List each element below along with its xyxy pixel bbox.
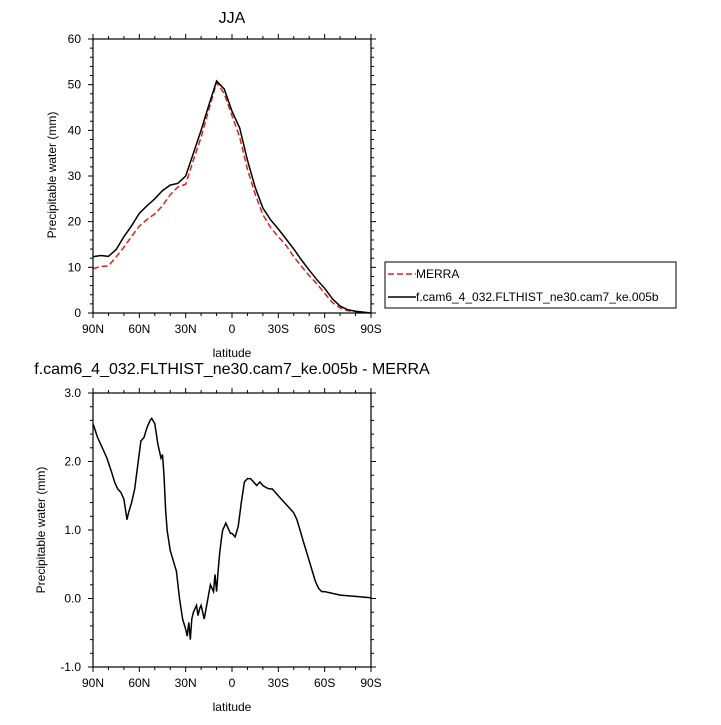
bottom-x-tick-label: 0 (229, 676, 236, 690)
bottom-x-tick-label: 60N (128, 676, 150, 690)
legend: MERRA f.cam6_4_032.FLTHIST_ne30.cam7_ke.… (384, 261, 677, 309)
legend-box (384, 261, 677, 309)
top-y-tick-label: 30 (68, 169, 82, 183)
top-x-tick-label: 90N (82, 322, 104, 336)
legend-merra-label: MERRA (416, 267, 459, 281)
bottom-x-tick-label: 30N (175, 676, 197, 690)
top-y-tick-label: 0 (74, 306, 81, 320)
top-x-tick-label: 0 (229, 322, 236, 336)
bottom-y-tick-label: 0.0 (64, 592, 81, 606)
bottom-x-axis-label: latitude (213, 700, 252, 714)
top-panel: JJA Precipitable water (mm) latitude 90N… (45, 10, 382, 360)
bottom-y-tick-label: 3.0 (64, 386, 81, 400)
bottom-x-tick-label: 30S (268, 676, 289, 690)
bottom-y-tick-labels: -1.0 0.0 1.0 2.0 3.0 (60, 386, 81, 674)
bottom-x-tick-label: 60S (314, 676, 335, 690)
top-y-tick-label: 10 (68, 260, 82, 274)
difference-series-line (92, 416, 372, 640)
top-x-tick-labels: 90N 60N 30N 0 30S 60S 90S (82, 322, 382, 336)
merra-series-line (92, 80, 372, 314)
top-x-tick-label: 60N (128, 322, 150, 336)
top-axis-ticks (88, 34, 376, 318)
bottom-y-axis-label: Precipitable water (mm) (34, 467, 48, 594)
top-y-tick-label: 20 (68, 215, 82, 229)
bottom-x-tick-label: 90N (82, 676, 104, 690)
top-x-tick-label: 30N (175, 322, 197, 336)
top-plot-frame (92, 38, 372, 314)
top-y-axis-label: Precipitable water (mm) (45, 112, 59, 239)
bottom-x-tick-labels: 90N 60N 30N 0 30S 60S 90S (82, 676, 382, 690)
bottom-axis-ticks (88, 388, 376, 672)
top-x-axis-label: latitude (213, 346, 252, 360)
top-y-tick-labels: 0 10 20 30 40 50 60 (68, 32, 82, 320)
top-chart-title: JJA (219, 10, 246, 27)
bottom-y-tick-label: 1.0 (64, 523, 81, 537)
top-x-tick-label: 60S (314, 322, 335, 336)
bottom-x-tick-label: 90S (360, 676, 381, 690)
model-series-line (92, 79, 372, 314)
bottom-panel: f.cam6_4_032.FLTHIST_ne30.cam7_ke.005b -… (34, 361, 430, 714)
top-y-tick-label: 60 (68, 32, 82, 46)
top-y-tick-label: 50 (68, 78, 82, 92)
bottom-y-tick-label: 2.0 (64, 455, 81, 469)
top-x-tick-label: 30S (268, 322, 289, 336)
bottom-y-tick-label: -1.0 (60, 660, 81, 674)
bottom-chart-title: f.cam6_4_032.FLTHIST_ne30.cam7_ke.005b -… (34, 361, 430, 378)
legend-model-label: f.cam6_4_032.FLTHIST_ne30.cam7_ke.005b (416, 290, 659, 304)
top-x-tick-label: 90S (360, 322, 381, 336)
bottom-plot-frame (92, 392, 372, 668)
top-y-tick-label: 40 (68, 123, 82, 137)
